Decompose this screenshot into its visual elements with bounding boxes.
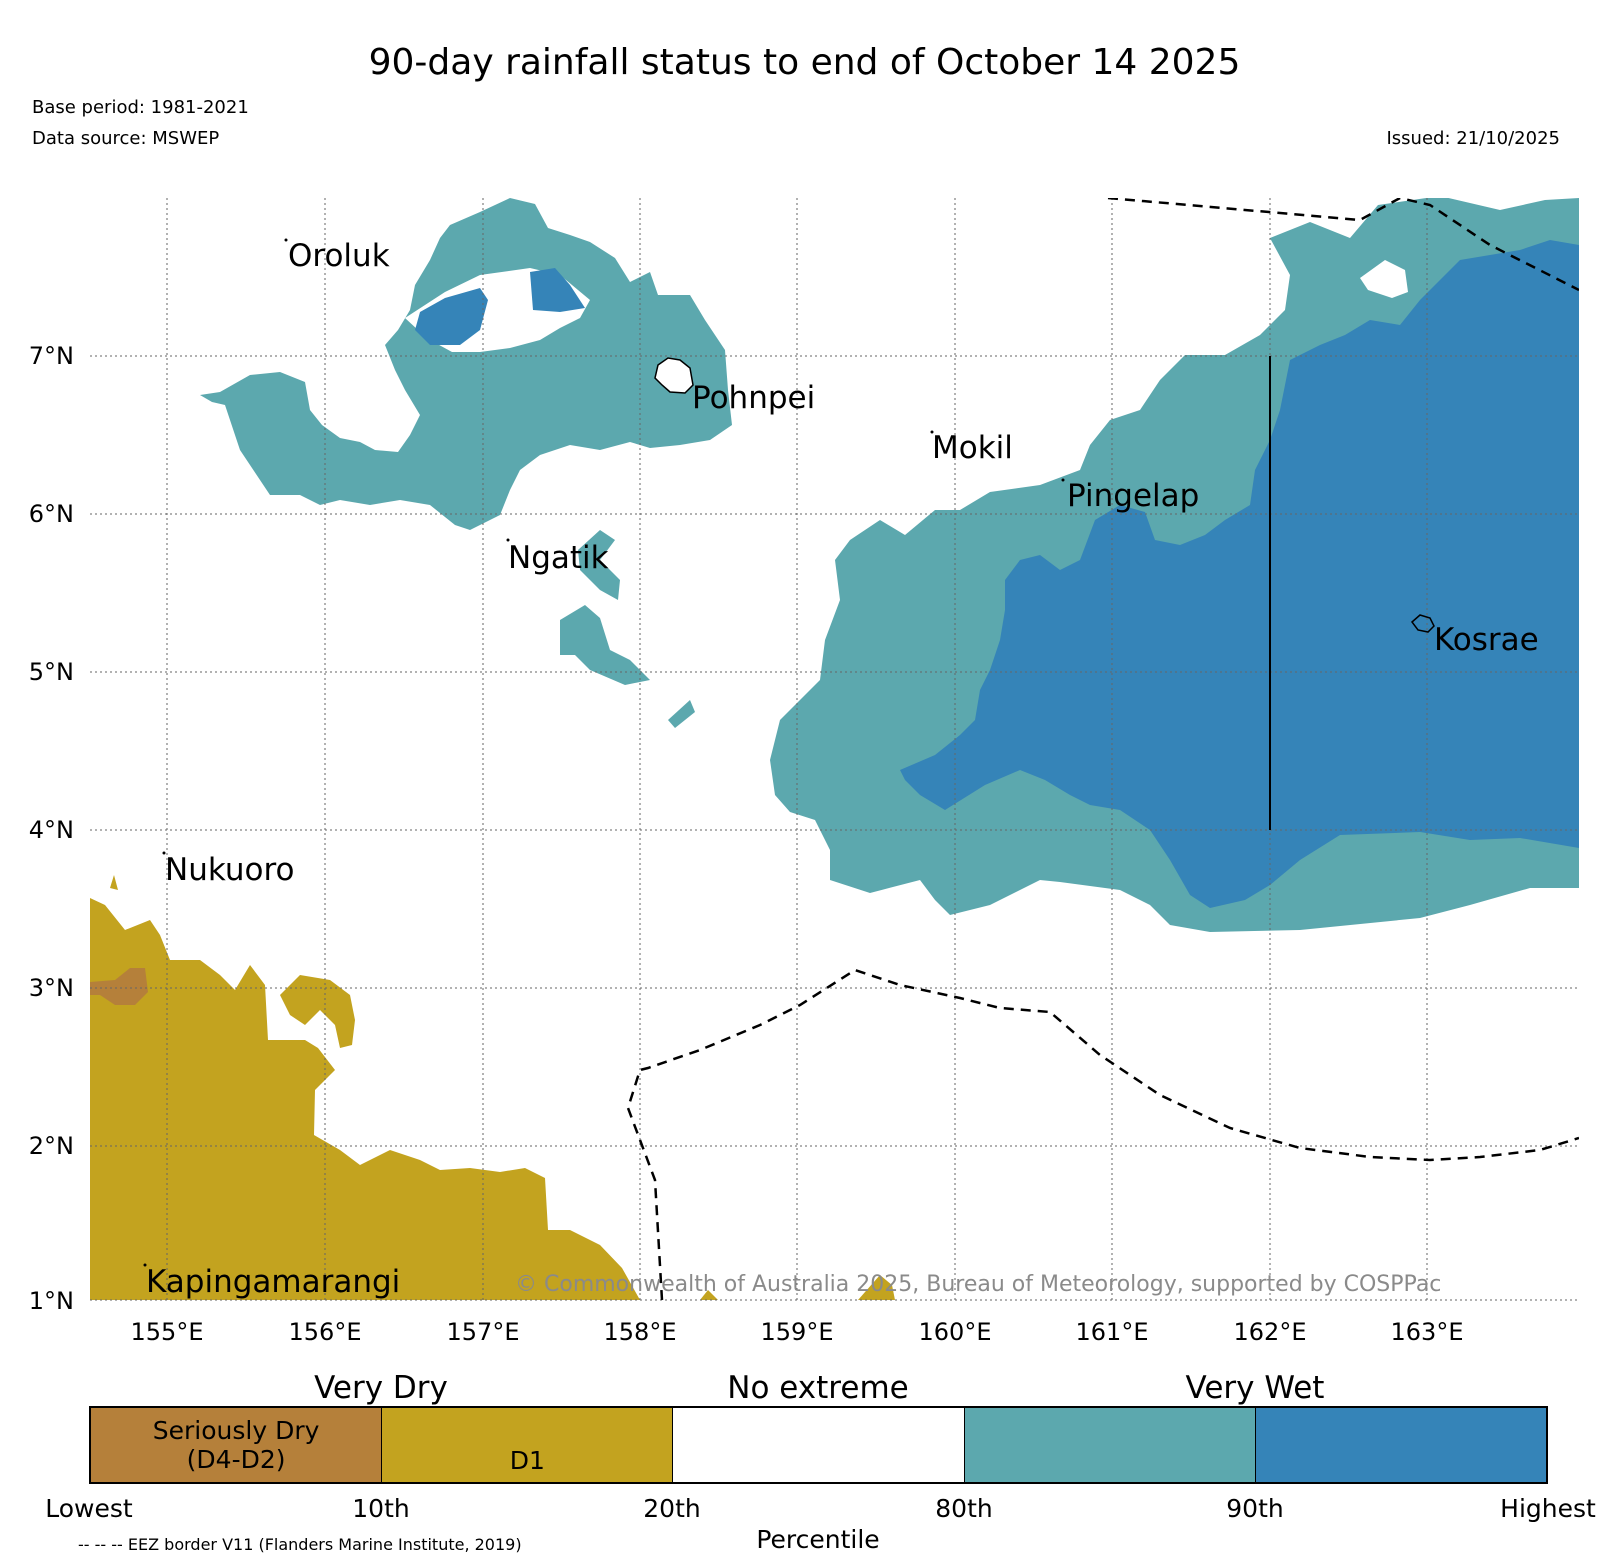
lat-tick: 1°N bbox=[28, 1287, 74, 1315]
region-very-wet-high bbox=[900, 240, 1579, 908]
data-source: Data source: MSWEP bbox=[32, 128, 220, 149]
percentile-label: 90th bbox=[1226, 1494, 1284, 1523]
lon-tick: 161°E bbox=[1075, 1318, 1149, 1346]
ngatik-marker bbox=[506, 538, 510, 542]
label-kapingamarangi: Kapingamarangi bbox=[146, 1264, 401, 1300]
lat-tick: 5°N bbox=[28, 658, 74, 686]
eez-legend-note: -- -- -- EEZ border V11 (Flanders Marine… bbox=[78, 1535, 522, 1554]
region-d1-south-center bbox=[858, 1275, 895, 1300]
kapingamarangi-marker bbox=[143, 1263, 147, 1267]
region-no-extreme-gap bbox=[1360, 260, 1408, 298]
mokil-marker bbox=[930, 430, 934, 434]
region-very-wet-small bbox=[668, 700, 695, 728]
colorbar-segment-very-wet-80 bbox=[964, 1408, 1256, 1482]
colorbar-segment-sublabel: (D4-D2) bbox=[186, 1445, 286, 1474]
base-period: Base period: 1981-2021 bbox=[32, 97, 249, 118]
colorbar-category-no-extreme: No extreme bbox=[727, 1370, 909, 1406]
region-very-wet-pohnpei-high-b bbox=[530, 268, 585, 312]
lon-tick: 158°E bbox=[603, 1318, 677, 1346]
percentile-axis-label: Percentile bbox=[756, 1525, 880, 1554]
lon-tick: 157°E bbox=[446, 1318, 520, 1346]
issued-date: Issued: 21/10/2025 bbox=[1386, 128, 1560, 149]
region-very-wet-ngatik-b bbox=[560, 605, 650, 685]
eez-border bbox=[626, 198, 1579, 1300]
lon-tick: 162°E bbox=[1233, 1318, 1307, 1346]
nukuoro-marker bbox=[162, 851, 166, 855]
region-d1-south-small bbox=[700, 1290, 718, 1300]
colorbar-segment-seriously-dry: Seriously Dry (D4-D2) bbox=[91, 1408, 383, 1482]
label-kosrae: Kosrae bbox=[1434, 622, 1539, 658]
colorbar-segment-very-wet-90 bbox=[1255, 1408, 1547, 1482]
colorbar-category-very-wet: Very Wet bbox=[1185, 1370, 1325, 1406]
label-ngatik: Ngatik bbox=[508, 540, 609, 576]
colorbar-segment-no-extreme bbox=[673, 1408, 965, 1482]
region-d1-bay bbox=[280, 975, 355, 1048]
region-d1-nukuoro-spot bbox=[110, 875, 118, 890]
percentile-label: 10th bbox=[352, 1494, 410, 1523]
label-nukuoro: Nukuoro bbox=[165, 852, 295, 888]
label-oroluk: Oroluk bbox=[288, 238, 390, 274]
pohnpei-outline bbox=[654, 357, 694, 394]
colorbar-segment-label: Seriously Dry bbox=[152, 1416, 320, 1445]
map-title: 90-day rainfall status to end of October… bbox=[368, 42, 1241, 83]
kosrae-outline bbox=[1410, 614, 1435, 633]
region-very-wet-pohnpei bbox=[200, 198, 732, 530]
lon-tick: 156°E bbox=[288, 1318, 362, 1346]
lat-tick: 4°N bbox=[28, 816, 74, 844]
lat-tick: 7°N bbox=[28, 342, 74, 370]
label-mokil: Mokil bbox=[932, 430, 1013, 466]
label-pohnpei: Pohnpei bbox=[692, 380, 816, 416]
rainfall-regions bbox=[90, 198, 1579, 1300]
region-very-wet-ngatik bbox=[578, 530, 620, 600]
percentile-label: Lowest bbox=[45, 1494, 133, 1523]
lat-tick: 6°N bbox=[28, 500, 74, 528]
label-pingelap: Pingelap bbox=[1067, 478, 1200, 514]
lon-tick: 159°E bbox=[760, 1318, 834, 1346]
region-very-wet-pohnpei-high-a bbox=[415, 288, 488, 345]
pingelap-marker bbox=[1061, 478, 1065, 482]
oroluk-marker bbox=[284, 238, 288, 242]
region-d1-southwest bbox=[90, 898, 640, 1300]
copyright-notice: © Commonwealth of Australia 2025, Bureau… bbox=[515, 1272, 1442, 1297]
region-seriously-dry bbox=[90, 968, 148, 1005]
colorbar: Seriously Dry (D4-D2) D1 bbox=[89, 1406, 1548, 1484]
lon-tick: 160°E bbox=[918, 1318, 992, 1346]
colorbar-segment-label: D1 bbox=[509, 1445, 545, 1475]
percentile-label: Highest bbox=[1500, 1494, 1596, 1523]
percentile-label: 80th bbox=[935, 1494, 993, 1523]
lat-tick: 3°N bbox=[28, 974, 74, 1002]
lat-tick: 2°N bbox=[28, 1132, 74, 1160]
lon-tick: 163°E bbox=[1390, 1318, 1464, 1346]
colorbar-category-very-dry: Very Dry bbox=[314, 1370, 448, 1406]
percentile-label: 20th bbox=[643, 1494, 701, 1523]
lon-tick: 155°E bbox=[130, 1318, 204, 1346]
colorbar-segment-d1: D1 bbox=[382, 1408, 674, 1482]
